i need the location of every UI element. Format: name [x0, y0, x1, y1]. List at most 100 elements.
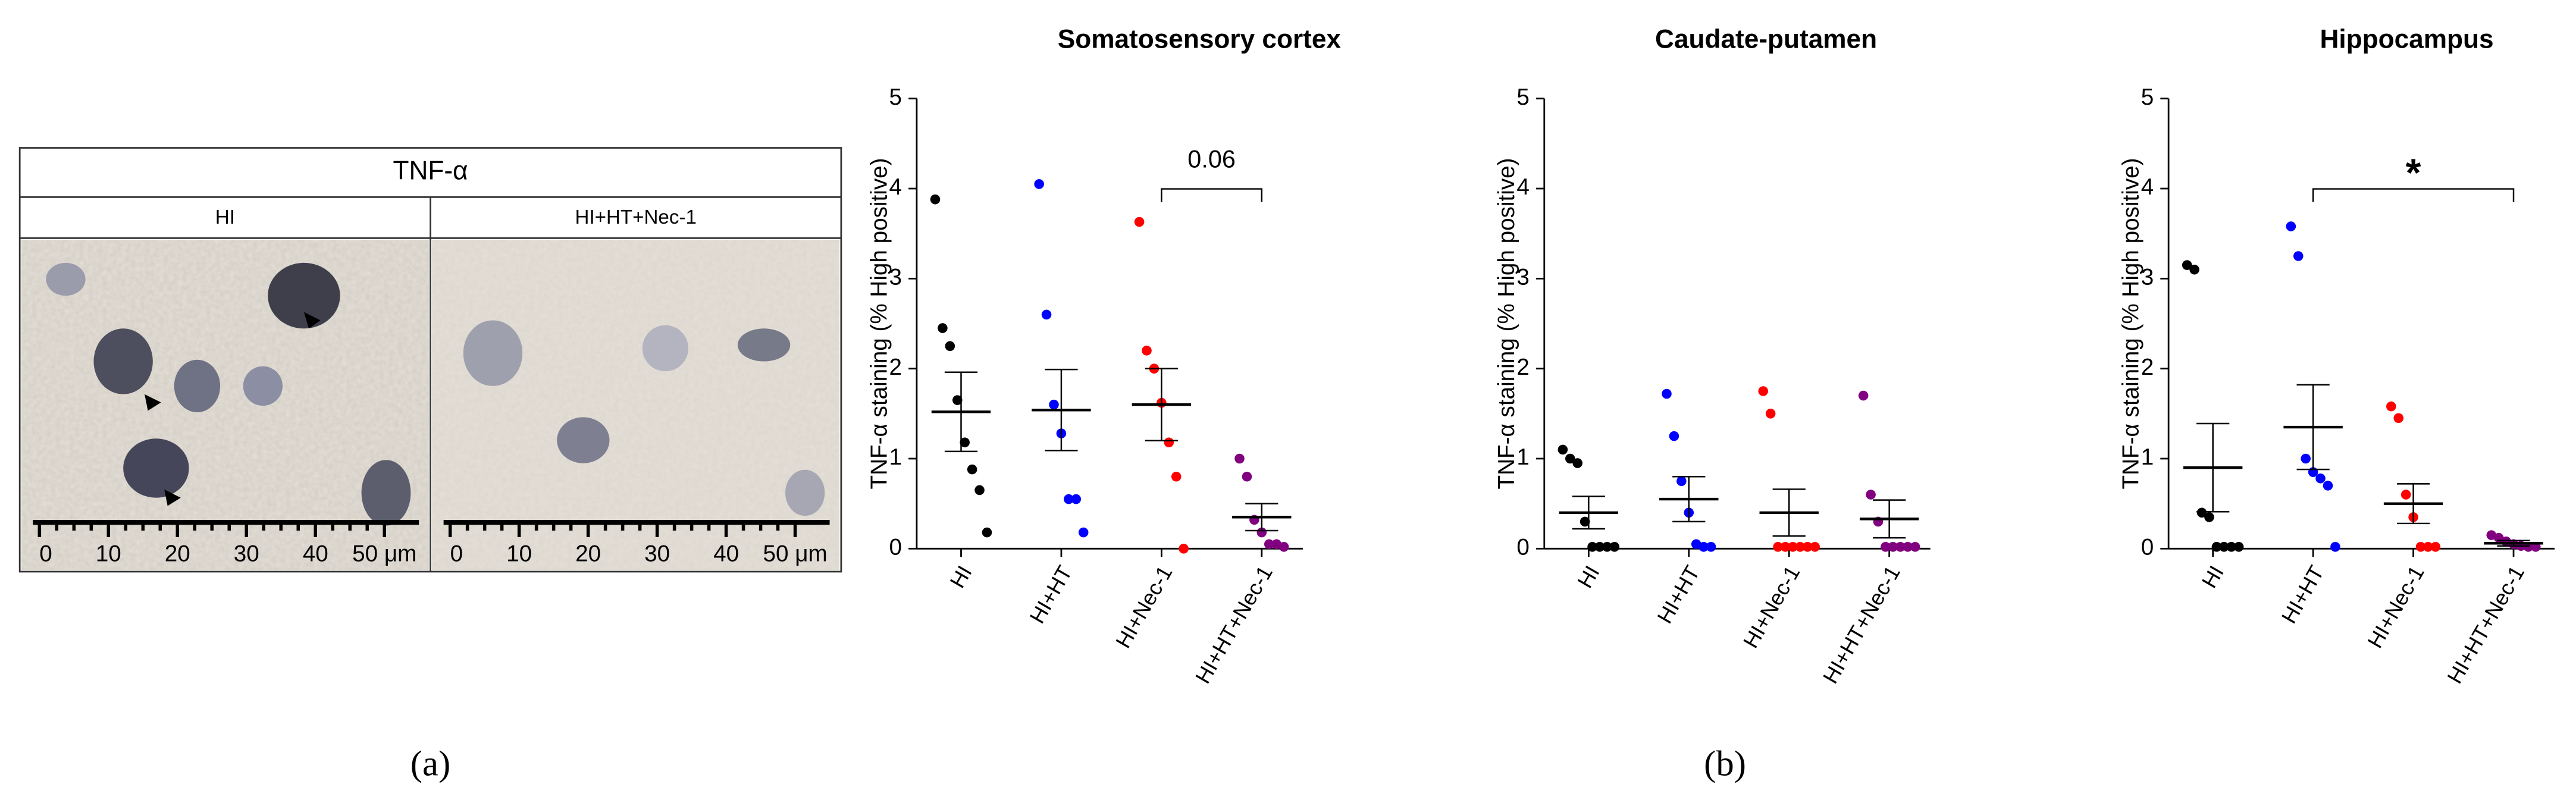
x-tick-label: HI+HT+Nec-1 [2443, 562, 2529, 688]
data-point [974, 485, 985, 496]
data-point [1278, 542, 1289, 552]
scale-label: 50 μm [352, 541, 416, 567]
data-point [1676, 476, 1687, 487]
y-tick-label: 4 [889, 174, 902, 200]
x-tick-label: HI+Nec-1 [1111, 562, 1177, 652]
error-bar [2296, 384, 2330, 471]
data-point [1858, 390, 1869, 401]
y-tick-label: 0 [1516, 535, 1530, 560]
y-tick-label: 2 [2141, 355, 2154, 380]
data-point [2182, 260, 2192, 270]
y-tick-label: 3 [889, 265, 902, 290]
significance-bracket [1161, 188, 1263, 202]
error-bar [1772, 488, 1806, 537]
y-tick-label: 3 [1516, 265, 1530, 290]
data-point [1064, 494, 1074, 504]
x-tick-label: HI [2197, 562, 2229, 592]
panel-label: (b) [1704, 744, 1746, 784]
data-point [1041, 309, 1052, 320]
data-point [2293, 251, 2304, 261]
data-point [1773, 542, 1783, 552]
scale-label: 20 [165, 541, 190, 567]
error-bar [1245, 503, 1278, 532]
x-tick-label: HI+HT+Nec-1 [1819, 562, 1905, 688]
x-tick-label: HI [1573, 562, 1604, 592]
y-tick-label: 5 [889, 84, 902, 110]
chart: Somatosensory cortex TNF-α staining (% Hi… [866, 25, 1341, 688]
data-point [1587, 542, 1597, 552]
y-tick-label: 1 [1516, 444, 1530, 470]
data-point [1888, 542, 1898, 552]
data-point [1780, 542, 1791, 552]
data-point [982, 527, 992, 538]
data-point [1881, 542, 1891, 552]
chart: Caudate-putamen TNF-α staining (% High po… [1494, 25, 1931, 688]
data-point [1662, 388, 1672, 399]
y-tick-label: 1 [889, 444, 902, 470]
column-label: HI+HT+Nec-1 [575, 206, 697, 228]
error-bar [1145, 368, 1178, 441]
data-point [1242, 471, 1252, 482]
x-tick-label: HI+HT+Nec-1 [1191, 562, 1277, 688]
data-point [1609, 542, 1620, 552]
data-point [1866, 490, 1876, 500]
data-point [2233, 542, 2244, 552]
scale-label: 10 [96, 541, 121, 567]
data-point [1691, 539, 1701, 550]
data-point [1572, 458, 1582, 468]
panel-a: TNF-α HI HI+HT+Nec-1 [18, 147, 842, 573]
data-point [2330, 542, 2340, 552]
data-point [1602, 542, 1612, 552]
data-point [2323, 481, 2333, 491]
scale-label: 40 [713, 541, 739, 567]
y-tick-label: 2 [1516, 355, 1530, 380]
x-tick-label: HI+HT [1025, 562, 1077, 628]
data-point [1903, 542, 1913, 552]
data-point [1049, 399, 1059, 410]
error-bar [1572, 496, 1605, 530]
data-point [2189, 264, 2199, 275]
y-tick-label: 0 [2141, 535, 2154, 560]
y-axis-label: TNF-α staining (% High positive) [866, 158, 892, 489]
error-bar [2196, 422, 2230, 513]
data-point [2386, 401, 2396, 412]
x-tick-label: HI [945, 562, 977, 592]
data-point [2430, 542, 2441, 552]
significance-bracket [2312, 188, 2515, 202]
annotation: 0.06 [1187, 146, 1236, 173]
error-bar [2396, 483, 2430, 525]
chart: Hippocampus TNF-α staining (% High positi… [2119, 25, 2555, 688]
scale-bar: 0 10 20 30 40 50 μm [443, 519, 830, 567]
data-point [1810, 542, 1820, 552]
scale-label: 0 [450, 541, 463, 567]
error-bar [1045, 368, 1078, 451]
data-point [945, 341, 955, 352]
data-point [2415, 542, 2426, 552]
x-tick-label: HI+HT [2277, 562, 2329, 628]
data-point [1788, 542, 1798, 552]
error-bar [1672, 476, 1706, 523]
scale-label: 0 [39, 541, 52, 567]
x-tick-label: HI+Nec-1 [1739, 562, 1805, 652]
data-point [967, 464, 977, 475]
y-tick-label: 0 [889, 535, 902, 560]
chart-title: Somatosensory cortex [1058, 25, 1342, 54]
y-tick-label: 1 [2141, 444, 2154, 470]
data-point [2196, 507, 2207, 518]
scale-label: 20 [575, 541, 601, 567]
data-point [1179, 544, 1189, 554]
data-point [1071, 494, 1082, 504]
y-axis-label: TNF-α staining (% High positive) [2119, 158, 2144, 489]
data-point [2315, 473, 2326, 484]
y-tick-label: 5 [1516, 84, 1530, 110]
scale-label: 40 [303, 541, 328, 567]
data-point [2301, 453, 2311, 464]
data-point [1271, 539, 1281, 550]
error-bar [2497, 540, 2530, 547]
data-point [960, 437, 970, 448]
y-tick-label: 5 [2141, 84, 2154, 110]
micrograph [21, 240, 429, 570]
data-point [1565, 453, 1575, 464]
data-point [1142, 346, 1152, 356]
